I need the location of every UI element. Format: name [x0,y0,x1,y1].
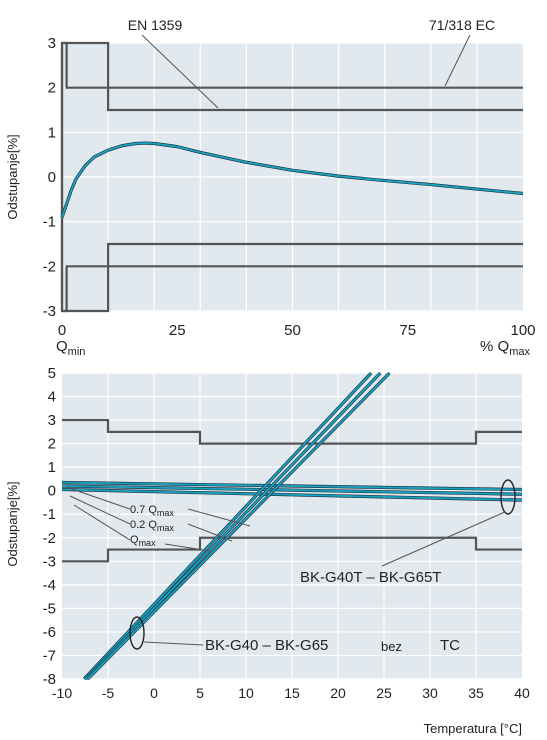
y-tick-label: 1 [48,124,56,141]
curve-5 [83,372,372,680]
leader-bk-t [381,511,506,567]
x-tick-label: 0 [58,322,66,339]
qmin-q: Q [56,338,68,355]
limit-line-3 [62,242,523,313]
leader-0-2-qmax-right [187,523,233,542]
y-tick-label: 2 [48,436,56,453]
y-tick-label: -7 [43,647,56,664]
x-axis-label-left-top: Qmin [56,338,85,358]
limit-line-2 [62,41,523,112]
x-ticks-top: 0 25 50 75 100 [58,322,536,339]
limit-line-0 [62,418,522,445]
x-tick-label: 10 [238,685,254,701]
y-tick-label: 0 [48,169,56,186]
x-tick-label: 20 [330,685,346,701]
marker-ellipse-tc [500,479,516,515]
annotation-71-318-ec: 71/318 EC [429,17,495,33]
x-tick-label: 75 [399,322,416,339]
x-tick-label: -10 [52,685,72,701]
leader-0-7-qmax [65,486,131,510]
leader-qmax-right [164,543,211,552]
y-tick-label: 5 [48,365,56,382]
y-tick-label: 3 [48,412,56,429]
leader-0-2-qmax [69,495,131,525]
y-tick-label: -5 [43,600,56,617]
y-ticks-bottom: 5 4 3 2 1 0 -1 -2 -3 -4 -5 -6 -7 -8 [43,365,56,688]
qmax-sub: max [509,346,530,358]
x-tick-label: 30 [422,685,438,701]
x-tick-label: -5 [102,685,115,701]
x-tick-label: 25 [376,685,392,701]
x-ticks-bottom: -10 -5 0 5 10 15 20 25 30 35 40 [52,685,530,701]
y-tick-label: -3 [43,553,56,570]
y-axis-label-top: Odstupanje[%] [5,134,20,219]
x-tick-label: 25 [169,322,186,339]
y-tick-label: 3 [48,35,56,52]
x-tick-label: 15 [284,685,300,701]
y-tick-label: -1 [43,214,56,231]
series-bottom [61,371,523,681]
annotation-qmax: Qmax [130,534,156,548]
y-tick-label: 1 [48,459,56,476]
y-tick-label: -2 [43,258,56,275]
series-top [60,41,524,313]
y-tick-label: -6 [43,624,56,641]
annotation-bk-g40-g65: BK-G40 – BK-G65 [205,637,328,654]
y-tick-label: -1 [43,506,56,523]
marker-ellipse-bez-tc [129,616,145,650]
y-tick-label: -4 [43,577,56,594]
x-axis-label-bottom: Temperatura [°C] [424,721,522,736]
qmax-label: % Q [480,338,509,355]
curve-4 [61,488,523,502]
leader-qmax [73,504,131,541]
leader-71-318-ec [444,34,471,87]
curve-6 [85,372,382,680]
x-axis-label-right-top: % Qmax [480,338,530,358]
y-tick-label: -2 [43,530,56,547]
qmin-sub: min [68,346,86,358]
y-tick-label: 2 [48,80,56,97]
x-tick-label: 40 [514,685,530,701]
y-tick-label: -8 [43,671,56,688]
annotation-bez: bez [381,639,402,654]
curve-2 [61,481,523,491]
x-tick-label: 50 [284,322,301,339]
panel-top: 3 2 1 0 -1 -2 -3 0 25 50 75 100 Odstupanje[%] Qmin… [5,17,536,358]
annotation-0-7-qmax: 0.7 Qmax [130,504,174,518]
annotation-en1359: EN 1359 [128,17,183,33]
annotation-bk-g40t-g65t: BK-G40T – BK-G65T [300,569,441,586]
y-tick-label: 4 [48,389,56,406]
y-axis-label-bottom: Odstupanje[%] [5,481,20,566]
limit-line-1 [62,536,522,563]
annotation-group-flow: 0.7 Qmax 0.2 Qmax Qmax [65,486,251,552]
curve-4 [61,142,524,218]
y-tick-label: 0 [48,483,56,500]
y-ticks-top: 3 2 1 0 -1 -2 -3 [43,35,56,320]
annotation-0-2-qmax: 0.2 Qmax [130,519,174,533]
leader-bk [143,641,204,646]
x-tick-label: 35 [468,685,484,701]
x-tick-label: 0 [150,685,158,701]
y-tick-label: -3 [43,303,56,320]
leader-en1359 [141,34,219,109]
x-tick-label: 5 [196,685,204,701]
curve-7 [87,372,391,680]
curve-3 [61,484,523,496]
annotation-tc: TC [440,637,460,654]
leader-0-7-qmax-right [187,508,251,527]
x-tick-label: 100 [510,322,535,339]
